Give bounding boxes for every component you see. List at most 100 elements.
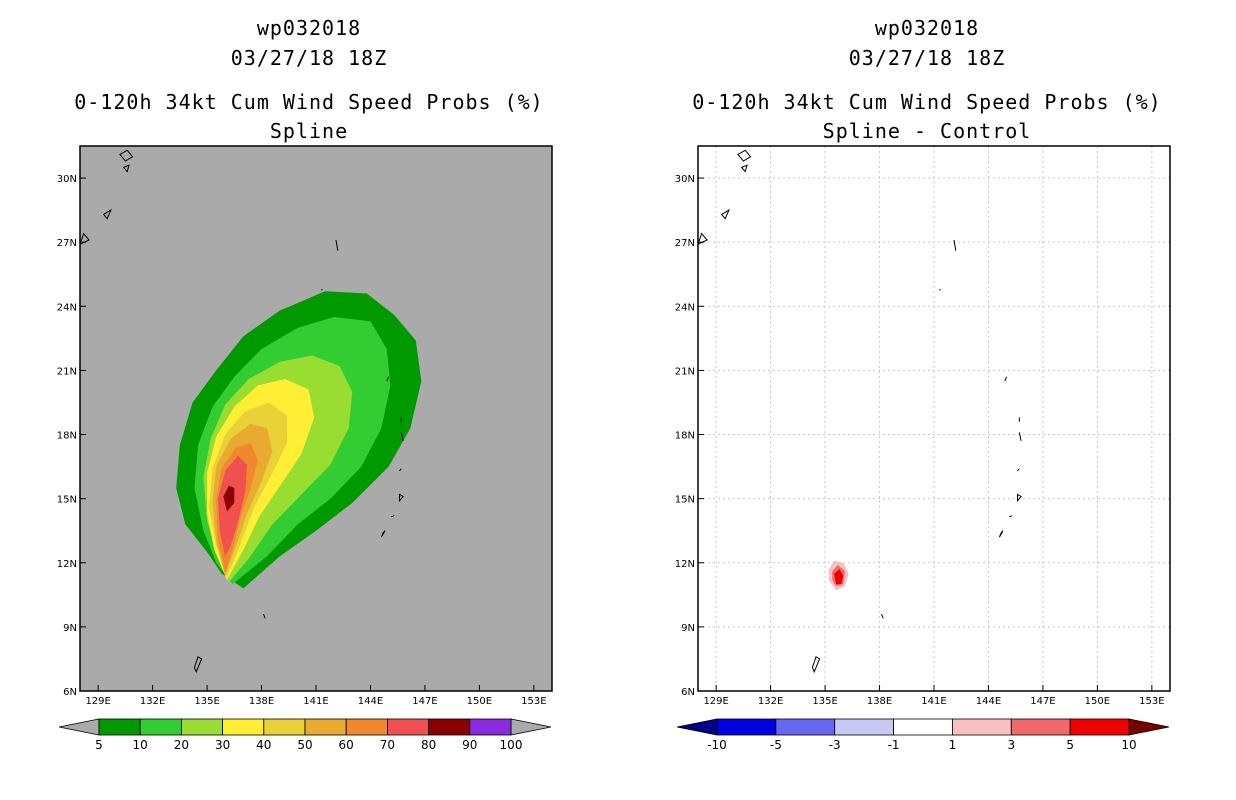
datetime-title: 03/27/18 18Z — [230, 46, 388, 70]
contour-level-70 — [218, 455, 247, 557]
colorbar-swatch — [469, 718, 512, 736]
x-tick-label: 138E — [867, 696, 892, 707]
colorbar-label: 60 — [339, 738, 354, 752]
colorbar-swatch — [98, 718, 141, 736]
y-tick-label: 27N — [675, 238, 695, 249]
y-tick-label: 12N — [675, 559, 695, 570]
y-tick-label: 21N — [675, 366, 695, 377]
island-outline — [880, 613, 884, 619]
storm-id-title: wp032018 — [256, 16, 362, 40]
x-tick-label: 147E — [1030, 696, 1055, 707]
colorbar-label: 80 — [421, 738, 436, 752]
colorbar-swatch — [716, 718, 777, 736]
colorbar-label: 3 — [1007, 738, 1015, 752]
contour-layer — [828, 560, 849, 591]
y-tick-label: 30N — [57, 174, 77, 185]
chart-subtitle: Spline - Control — [822, 119, 1032, 143]
y-tick-label: 15N — [675, 495, 695, 506]
island-outline — [998, 530, 1004, 538]
colorbar-swatch — [428, 718, 471, 736]
x-tick-label: 141E — [303, 696, 328, 707]
island-outline — [380, 530, 386, 538]
y-tick-label: 18N — [57, 431, 77, 442]
x-tick-label: 144E — [358, 696, 383, 707]
island-outline — [740, 164, 748, 173]
island-outline — [400, 432, 404, 442]
x-tick-label: 144E — [976, 696, 1001, 707]
left-chart-panel: wp032018 03/27/18 18Z 0-120h 34kt Cum Wi… — [57, 16, 553, 752]
colorbar-swatch — [775, 718, 836, 736]
right-map-plot: 129E 132E 135E 138E 141E 144E 147E 150E 153E 6N 9N… — [675, 145, 1171, 752]
colorbar-swatch — [1010, 718, 1071, 736]
colorbar-low-arrow — [676, 718, 718, 736]
colorbar-label: 90 — [462, 738, 477, 752]
colorbar: 5 10 20 30 40 50 60 70 80 90 100 — [58, 718, 552, 752]
right-chart-panel: wp032018 03/27/18 18Z 0-120h 34kt Cum Wi… — [618, 0, 1236, 800]
colorbar-label: 5 — [95, 738, 103, 752]
island-outline — [1004, 376, 1008, 382]
island-outline — [1017, 493, 1022, 503]
y-tick-label: 6N — [63, 687, 77, 698]
colorbar-label: 40 — [256, 738, 271, 752]
colorbar-swatch — [180, 718, 223, 736]
colorbar-swatch — [345, 718, 388, 736]
colorbar-label: -5 — [770, 738, 782, 752]
island-outline — [262, 613, 266, 619]
island-outline — [1009, 515, 1013, 518]
y-tick-label: 18N — [675, 431, 695, 442]
island-outline — [391, 515, 395, 518]
colorbar-high-arrow — [1128, 718, 1170, 736]
contour-level-80 — [223, 485, 235, 512]
island-outline — [122, 164, 130, 173]
colorbar-swatch — [952, 718, 1012, 736]
y-tick-label: 12N — [57, 559, 77, 570]
y-tick-label: 6N — [681, 687, 695, 698]
colorbar-swatch — [386, 718, 429, 736]
y-tick-label: 9N — [681, 623, 695, 634]
colorbar-label: 10 — [133, 738, 148, 752]
colorbar-label: -1 — [888, 738, 900, 752]
colorbar-swatch — [222, 718, 265, 736]
x-tick-label: 129E — [85, 696, 110, 707]
x-tick-label: 132E — [758, 696, 783, 707]
island-outline — [811, 656, 821, 674]
left-map-plot: 129E 132E 135E 138E 141E 144E 147E 150E 153E 6N 9N… — [57, 145, 553, 752]
y-tick-label: 9N — [63, 623, 77, 634]
y-tick-label: 24N — [57, 302, 77, 313]
storm-id-title: wp032018 — [874, 16, 980, 40]
colorbar-label: 70 — [380, 738, 395, 752]
datetime-title: 03/27/18 18Z — [848, 46, 1006, 70]
island-outline — [399, 493, 404, 503]
coastlines — [80, 149, 404, 674]
grid-lines — [698, 146, 1170, 692]
contour-layer — [176, 291, 422, 589]
colorbar-low-arrow — [58, 718, 100, 736]
y-tick-label: 15N — [57, 495, 77, 506]
x-tick-label: 135E — [812, 696, 837, 707]
coastlines — [698, 149, 1022, 674]
x-tick-label: 153E — [521, 696, 546, 707]
colorbar-swatch — [893, 718, 953, 736]
colorbar-label: 100 — [500, 738, 523, 752]
island-outline — [335, 239, 339, 251]
x-tick-label: 132E — [140, 696, 165, 707]
y-tick-label: 27N — [57, 238, 77, 249]
colorbar-label: -10 — [707, 738, 727, 752]
colorbar-label: 30 — [215, 738, 230, 752]
island-outline — [386, 376, 390, 382]
y-tick-label: 24N — [675, 302, 695, 313]
colorbar-swatch — [1069, 718, 1130, 736]
island-outline — [720, 208, 730, 220]
x-tick-label: 147E — [412, 696, 437, 707]
colorbar-high-arrow — [510, 718, 552, 736]
island-outline — [102, 208, 112, 220]
island-outline — [737, 149, 752, 162]
x-tick-label: 150E — [467, 696, 492, 707]
island-outline — [1018, 432, 1022, 442]
chart-title: 0-120h 34kt Cum Wind Speed Probs (%) — [692, 90, 1162, 114]
island-outline — [193, 656, 203, 674]
island-outline — [119, 149, 134, 162]
colorbar-label: 20 — [174, 738, 189, 752]
x-tick-label: 129E — [703, 696, 728, 707]
x-tick-label: 153E — [1139, 696, 1164, 707]
